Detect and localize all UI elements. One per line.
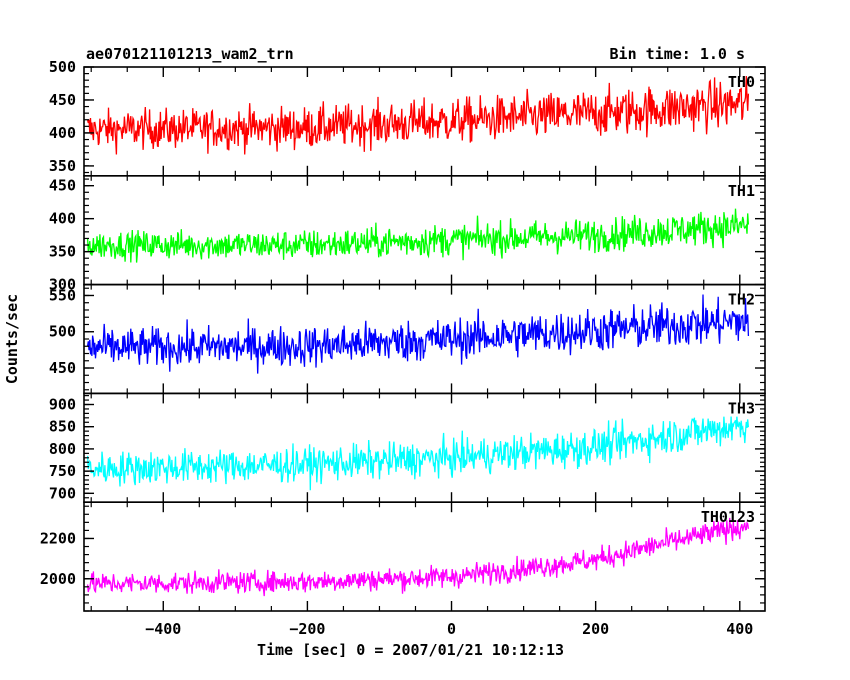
chart-title: ae070121101213_wam2_trn bbox=[86, 45, 294, 63]
panel-th2: 450 500 550 TH2 bbox=[49, 283, 766, 395]
y-axis-title: Counts/sec bbox=[3, 294, 21, 384]
y-tick-label: 450 bbox=[49, 177, 76, 195]
y-tick-label: 500 bbox=[49, 323, 76, 341]
y-tick-label: 450 bbox=[49, 91, 76, 109]
panel-label-th1: TH1 bbox=[728, 182, 755, 200]
panel-th1: 300 350 400 450 TH1 bbox=[49, 175, 766, 294]
panel-th0: 350 400 450 500 TH0 bbox=[49, 58, 766, 177]
x-tick-label: 400 bbox=[726, 620, 753, 638]
panel-label-th0: TH0 bbox=[728, 73, 755, 91]
series-line-th2 bbox=[86, 294, 750, 374]
x-tick-label: −400 bbox=[145, 620, 181, 638]
y-tick-label: 2200 bbox=[40, 529, 76, 547]
series-line-th0123 bbox=[86, 517, 750, 597]
x-tick-label: −200 bbox=[289, 620, 325, 638]
y-tick-label: 550 bbox=[49, 286, 76, 304]
series-line-th0 bbox=[86, 75, 750, 155]
y-tick-label: 450 bbox=[49, 359, 76, 377]
series-line-th1 bbox=[86, 208, 750, 263]
panel-label-th2: TH2 bbox=[728, 291, 755, 309]
y-tick-label: 750 bbox=[49, 462, 76, 480]
y-tick-label: 2000 bbox=[40, 570, 76, 588]
x-axis-title: Time [sec] 0 = 2007/01/21 10:12:13 bbox=[257, 641, 564, 659]
y-tick-label: 700 bbox=[49, 484, 76, 502]
y-tick-label: 350 bbox=[49, 243, 76, 261]
y-tick-label: 400 bbox=[49, 210, 76, 228]
panels-group: 350 400 450 500 TH0 300 350 400 450 TH1 450 500 550 T… bbox=[40, 58, 766, 612]
panel-label-th3: TH3 bbox=[728, 399, 755, 417]
panel-th0123: 2000 2200 TH0123 bbox=[40, 501, 766, 612]
bin-time-label: Bin time: 1.0 s bbox=[610, 45, 745, 63]
y-tick-label: 850 bbox=[49, 418, 76, 436]
panel-label-th0123: TH0123 bbox=[701, 508, 755, 526]
series-line-th3 bbox=[86, 416, 750, 491]
panel-frame bbox=[83, 501, 766, 612]
y-tick-label: 400 bbox=[49, 124, 76, 142]
x-tick-label: 200 bbox=[582, 620, 609, 638]
y-tick-label: 300 bbox=[49, 276, 76, 294]
y-tick-label: 800 bbox=[49, 440, 76, 458]
y-tick-label: 900 bbox=[49, 396, 76, 414]
x-tick-label: 0 bbox=[447, 620, 456, 638]
y-tick-label: 350 bbox=[49, 157, 76, 175]
panel-th3: 700 750 800 850 900 TH3 bbox=[49, 392, 766, 503]
y-tick-label: 500 bbox=[49, 58, 76, 76]
panel-frame bbox=[83, 392, 766, 503]
